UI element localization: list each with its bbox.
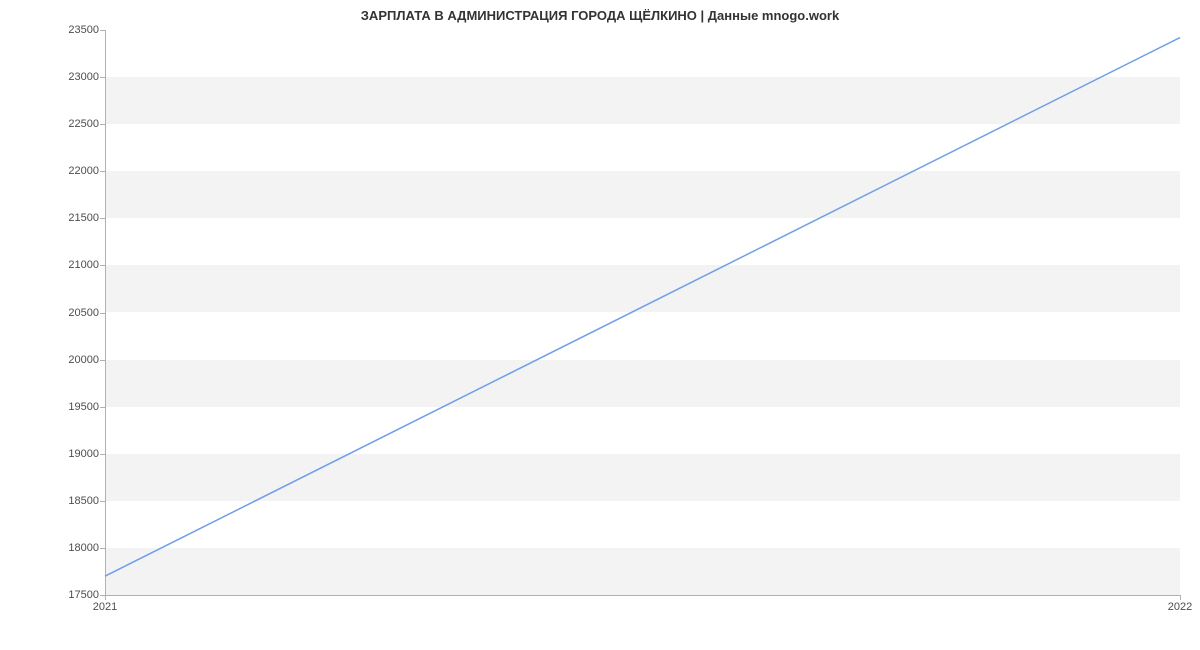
y-tick-label: 18000	[68, 542, 99, 554]
y-tick-label: 23500	[68, 24, 99, 36]
y-tick-label: 20500	[68, 307, 99, 319]
y-tick-label: 22000	[68, 165, 99, 177]
y-tick-label: 18500	[68, 495, 99, 507]
y-tick-label: 21000	[68, 259, 99, 271]
y-tick-label: 20000	[68, 354, 99, 366]
y-tick-label: 23000	[68, 71, 99, 83]
x-tick-label: 2022	[1168, 601, 1192, 613]
series-line-salary	[105, 38, 1180, 577]
x-tick-label: 2021	[93, 601, 117, 613]
chart-title: ЗАРПЛАТА В АДМИНИСТРАЦИЯ ГОРОДА ЩЁЛКИНО …	[0, 8, 1200, 23]
salary-line-chart: ЗАРПЛАТА В АДМИНИСТРАЦИЯ ГОРОДА ЩЁЛКИНО …	[0, 0, 1200, 650]
y-tick-label: 17500	[68, 589, 99, 601]
plot-area: 1750018000185001900019500200002050021000…	[105, 30, 1180, 595]
x-tick	[105, 595, 106, 600]
y-tick-label: 22500	[68, 118, 99, 130]
series-layer	[105, 30, 1180, 595]
y-tick-label: 19500	[68, 401, 99, 413]
x-axis-line	[105, 595, 1180, 596]
x-tick	[1180, 595, 1181, 600]
y-tick-label: 19000	[68, 448, 99, 460]
y-tick-label: 21500	[68, 212, 99, 224]
